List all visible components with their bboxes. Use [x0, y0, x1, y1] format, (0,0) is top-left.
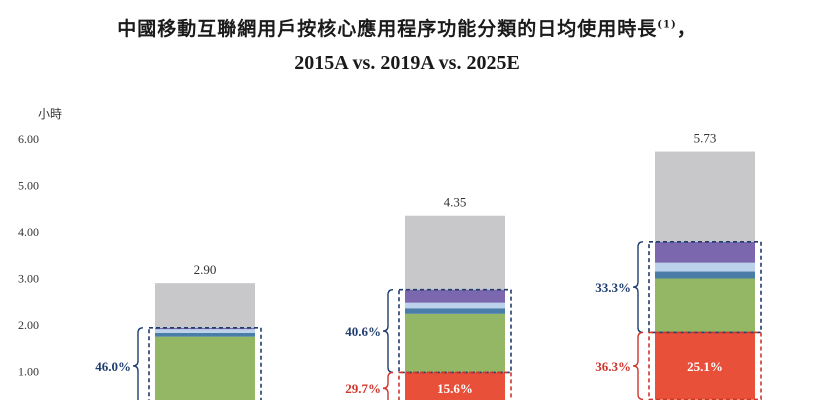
bar-segment-2025E-1	[655, 332, 755, 400]
bar-segment-2019A-3	[405, 308, 505, 314]
bracket-brace-2025E	[632, 241, 644, 334]
y-tick-label: 4.00	[18, 225, 39, 239]
y-tick-label: 5.00	[18, 179, 39, 193]
bracket-label: 40.6%	[345, 324, 381, 339]
y-tick-label: 1.00	[18, 365, 39, 379]
y-tick-label: 2.00	[18, 318, 39, 332]
bar-total-label: 4.35	[444, 195, 467, 210]
bar-segment-2019A-1	[405, 372, 505, 400]
bracket-label: 46.0%	[95, 359, 131, 374]
bar-segment-2015A-4	[155, 329, 255, 333]
title-footnote-marker: (1)	[657, 19, 677, 31]
bracket-brace-2025E	[632, 331, 644, 400]
chart-title: 中國移動互聯網用戶按核心應用程序功能分類的日均使用時長(1)，	[117, 18, 697, 40]
bar-segment-2025E-5	[655, 241, 755, 263]
bar-segment-2025E-3	[655, 271, 755, 279]
bar-segment-2015A-6	[155, 283, 255, 328]
bracket-label: 33.3%	[595, 280, 631, 295]
bar-total-label: 5.73	[694, 131, 717, 146]
bar-total-label: 2.90	[194, 262, 217, 277]
bar-inner-label: 15.6%	[437, 381, 473, 396]
bar-segment-2025E-2	[655, 278, 755, 333]
bracket-box-2025E	[648, 331, 762, 400]
y-tick-label: 6.00	[18, 132, 39, 146]
bar-segment-2019A-2	[405, 313, 505, 373]
bracket-brace-2015A	[132, 327, 144, 400]
bar-segment-2025E-4	[655, 262, 755, 272]
bracket-brace-2019A	[382, 288, 394, 374]
bar-segment-2019A-6	[405, 215, 505, 290]
bracket-brace-2019A	[382, 371, 394, 400]
bar-segment-2015A-3	[155, 332, 255, 337]
chart-subtitle: 2015A vs. 2019A vs. 2025E	[294, 52, 520, 74]
bracket-box-2025E	[648, 240, 762, 334]
bracket-label: 1.7%	[273, 398, 302, 400]
y-tick-label: 3.00	[18, 272, 39, 286]
bracket-box-2015A	[148, 326, 262, 400]
bar-segment-2015A-2	[155, 336, 255, 400]
bracket-label: 36.3%	[595, 359, 631, 374]
bar-segment-2019A-5	[405, 289, 505, 303]
y-axis-label: 小時	[38, 107, 62, 121]
bracket-box-2019A	[398, 371, 512, 400]
bracket-label: 29.7%	[345, 381, 381, 396]
bar-inner-label: 25.1%	[687, 359, 723, 374]
bar-segment-2019A-4	[405, 302, 505, 309]
bracket-box-2019A	[398, 288, 512, 374]
bar-segment-2025E-6	[655, 151, 755, 242]
